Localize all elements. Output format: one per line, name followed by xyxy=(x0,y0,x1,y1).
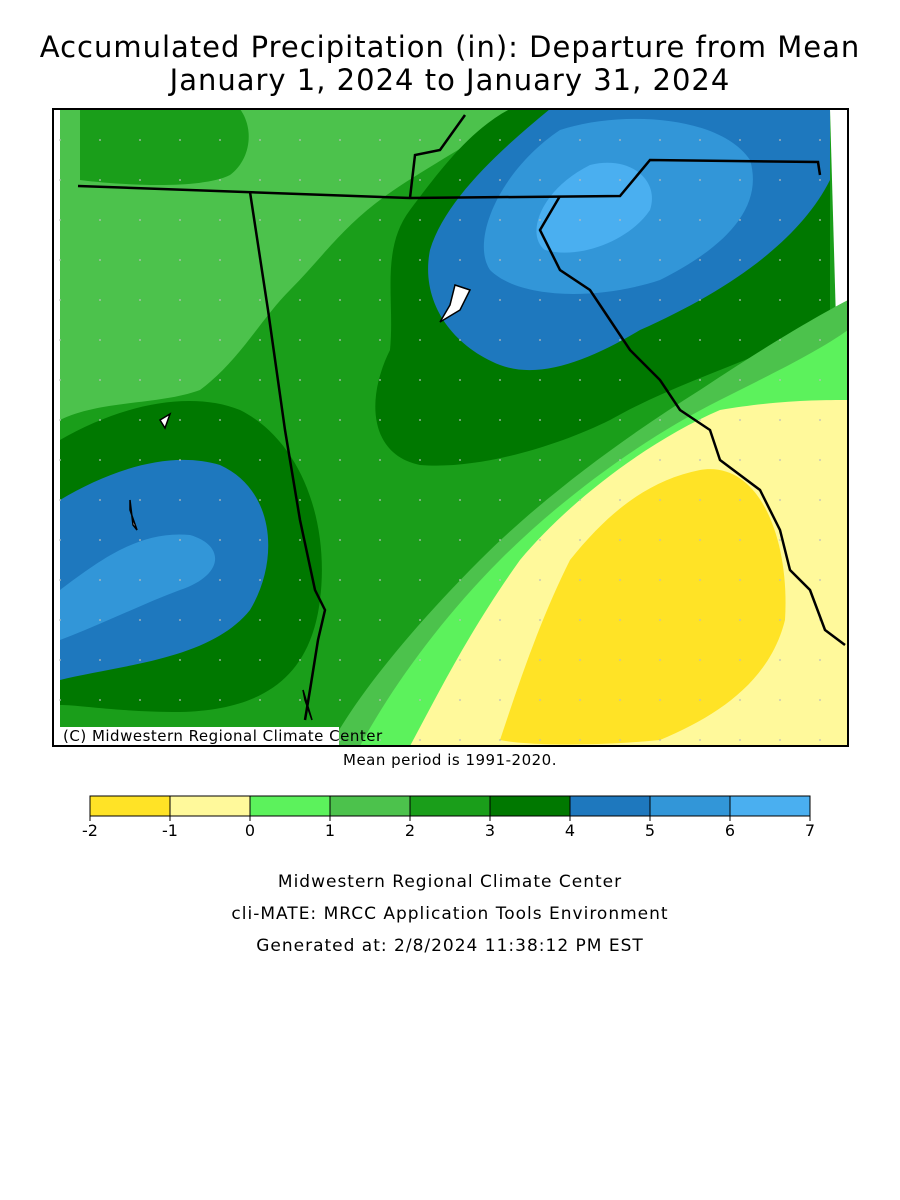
state-borders xyxy=(77,114,846,721)
legend-tick-label: 2 xyxy=(405,821,415,840)
legend-tick-label: 5 xyxy=(645,821,655,840)
legend-tick-label: 3 xyxy=(485,821,495,840)
legend-tick-label: 4 xyxy=(565,821,575,840)
title-line: Accumulated Precipitation (in): Departur… xyxy=(40,30,861,64)
legend-tick-label: 0 xyxy=(245,821,255,840)
legend-swatch xyxy=(409,795,491,817)
legend: -2 -1 0 1 2 3 4 5 6 7 xyxy=(82,795,815,840)
legend-swatch xyxy=(169,795,251,817)
footer-line: Generated at: 2/8/2024 11:38:12 PM EST xyxy=(256,936,644,956)
lat-lon-grid xyxy=(53,109,848,746)
credit-box xyxy=(57,727,339,746)
legend-tick-label: 7 xyxy=(805,821,815,840)
footer-line: cli-MATE: MRCC Application Tools Environ… xyxy=(231,904,668,924)
lakes xyxy=(129,284,472,721)
map-credit: (C) Midwestern Regional Climate Center xyxy=(63,727,383,745)
map-frame xyxy=(52,108,849,747)
legend-tick-label: 6 xyxy=(725,821,735,840)
legend-tick-label: -2 xyxy=(82,821,98,840)
legend-swatch xyxy=(649,795,731,817)
legend-swatch xyxy=(329,795,411,817)
legend-swatch xyxy=(489,795,571,817)
caption: Mean period is 1991-2020. xyxy=(343,751,557,769)
legend-tick-label: -1 xyxy=(162,821,178,840)
legend-swatch xyxy=(249,795,331,817)
map: (C) Midwestern Regional Climate Center xyxy=(53,109,848,746)
legend-swatch xyxy=(569,795,651,817)
title-line: January 1, 2024 to January 31, 2024 xyxy=(168,63,731,97)
legend-swatch xyxy=(89,795,171,817)
footer-line: Midwestern Regional Climate Center xyxy=(278,872,622,892)
legend-swatch xyxy=(729,795,811,817)
legend-tick-label: 1 xyxy=(325,821,335,840)
